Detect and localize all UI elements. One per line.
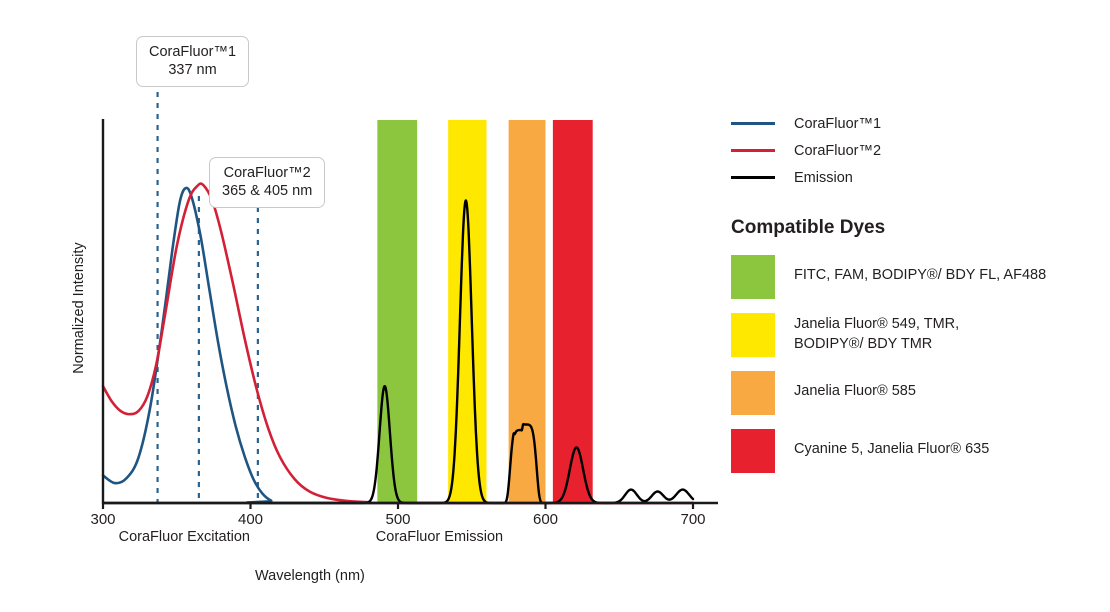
- dye-row-0: FITC, FAM, BODIPY®/ BDY FL, AF488: [731, 255, 1101, 299]
- legend-line-swatch: [731, 176, 775, 179]
- callout-corafluor1-line1: CoraFluor™1: [149, 44, 237, 60]
- callout-corafluor1-line2: 337 nm: [168, 62, 217, 79]
- dye-color-swatch: [731, 429, 775, 473]
- green-band: [377, 120, 418, 503]
- dye-row-2: Janelia Fluor® 585: [731, 371, 1101, 415]
- x-axis-title: Wavelength (nm): [255, 568, 365, 584]
- legend-line-swatch: [731, 149, 775, 152]
- x-tick-label-600: 600: [532, 511, 559, 528]
- legend-curve-row-2: Emission: [731, 164, 1101, 191]
- legend-curve-row-0: CoraFluor™1: [731, 110, 1101, 137]
- dye-label: Janelia Fluor® 549, TMR, BODIPY®/ BDY TMR: [794, 316, 960, 352]
- dye-color-swatch: [731, 313, 775, 357]
- dye-color-swatch: [731, 255, 775, 299]
- dye-color-swatch: [731, 371, 775, 415]
- dye-label: FITC, FAM, BODIPY®/ BDY FL, AF488: [794, 267, 1047, 283]
- callout-corafluor1: CoraFluor™1 337 nm: [136, 36, 250, 88]
- legend-curve-label: CoraFluor™1: [794, 115, 882, 132]
- emission-section-label: CoraFluor Emission: [375, 529, 504, 545]
- dye-row-1: Janelia Fluor® 549, TMR, BODIPY®/ BDY TMR: [731, 313, 1101, 357]
- curve-corafluor1: [101, 186, 695, 505]
- legend-line-swatch: [731, 122, 775, 125]
- x-tick-label-500: 500: [385, 511, 411, 528]
- compatible-dyes-heading: Compatible Dyes: [731, 217, 886, 238]
- orange-band: [508, 120, 546, 503]
- x-tick-label-700: 700: [680, 511, 706, 528]
- dye-label: Cyanine 5, Janelia Fluor® 635: [794, 441, 990, 457]
- legend: CoraFluor™1 CoraFluor™2 Emission Compatibl…: [731, 110, 1101, 487]
- curve-legend: CoraFluor™1 CoraFluor™2 Emission: [731, 110, 1101, 191]
- legend-curve-label: Emission: [794, 169, 853, 186]
- x-tick-label-300: 300: [90, 511, 116, 528]
- compatible-dyes-list: FITC, FAM, BODIPY®/ BDY FL, AF488 Janelia…: [731, 255, 1101, 473]
- legend-curve-label: CoraFluor™2: [794, 142, 882, 159]
- red-band: [552, 120, 593, 503]
- callout-corafluor2-line1: CoraFluor™2: [223, 165, 311, 181]
- callout-corafluor2-line2: 365 & 405 nm: [222, 183, 313, 200]
- callout-corafluor2: CoraFluor™2 365 & 405 nm: [209, 157, 326, 209]
- x-tick-label-400: 400: [237, 511, 264, 528]
- excitation-section-label: CoraFluor Excitation: [118, 529, 250, 545]
- dye-label: Janelia Fluor® 585: [794, 383, 916, 399]
- y-axis-title: Normalized Intensity: [71, 242, 87, 374]
- curve-corafluor2: [101, 182, 695, 505]
- dye-row-3: Cyanine 5, Janelia Fluor® 635: [731, 429, 1101, 473]
- legend-curve-row-1: CoraFluor™2: [731, 137, 1101, 164]
